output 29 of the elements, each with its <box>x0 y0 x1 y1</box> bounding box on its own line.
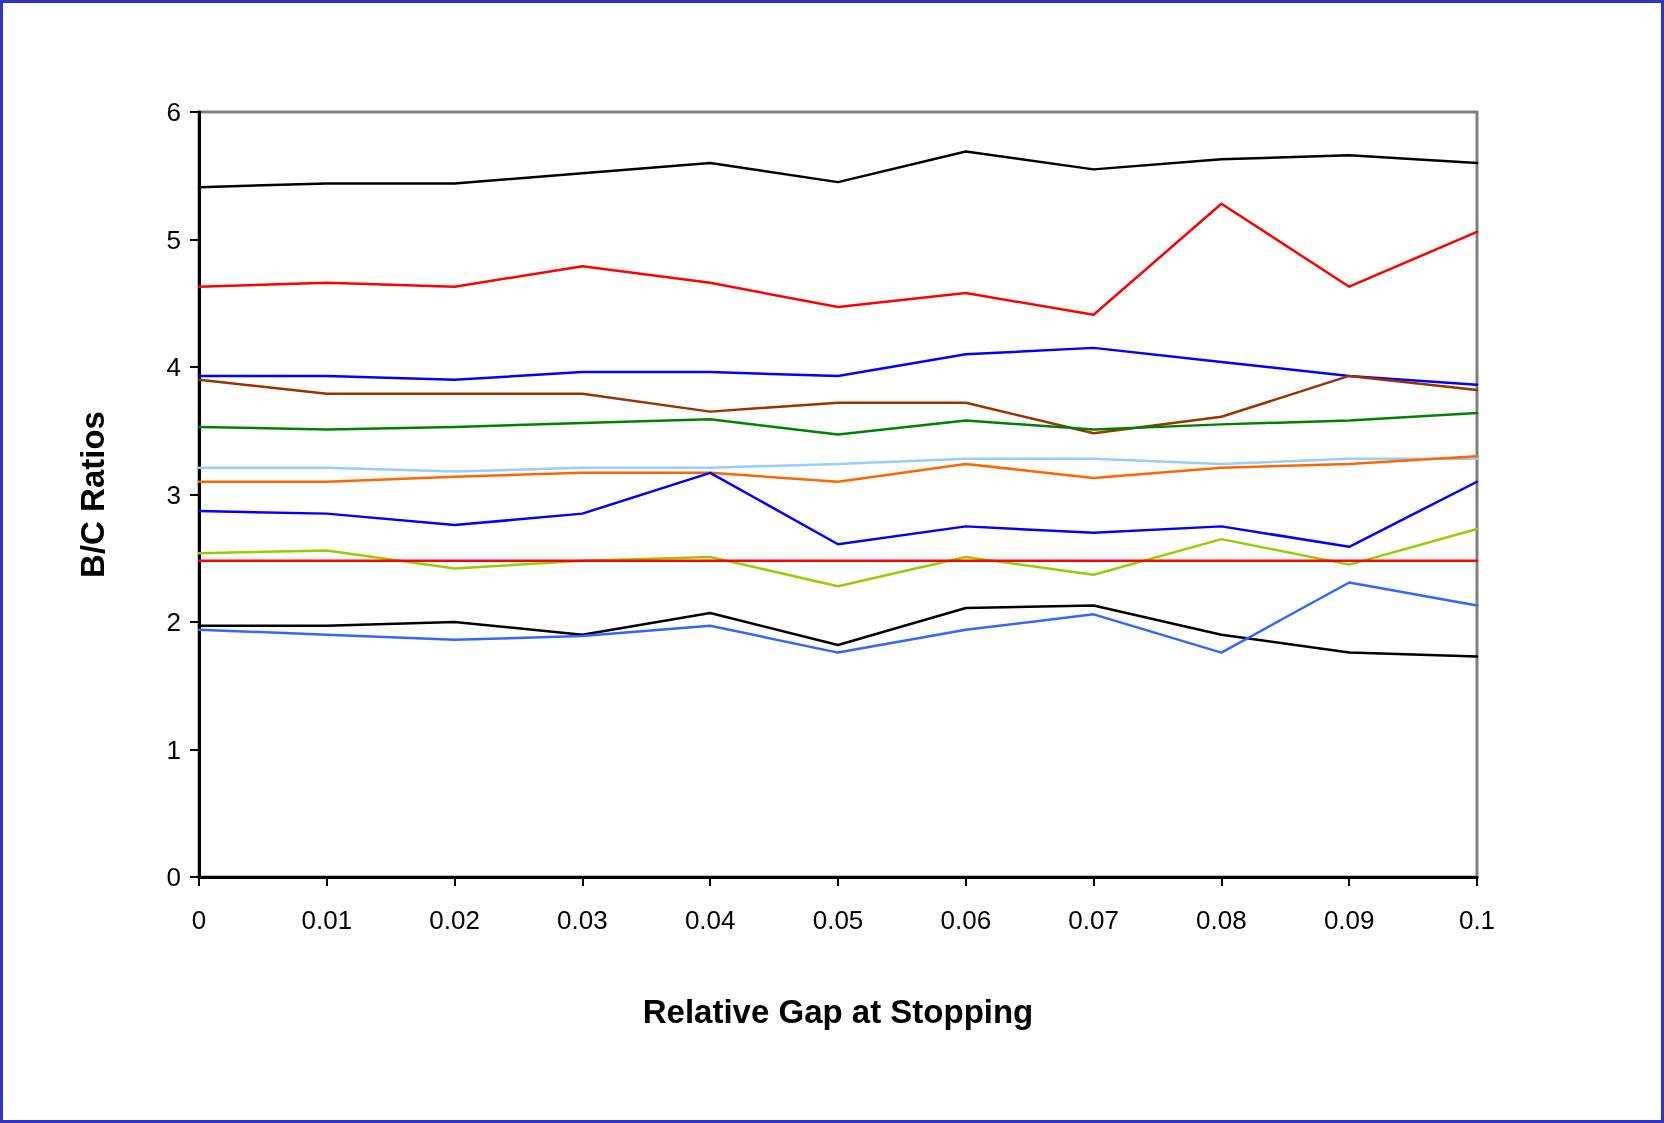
y-tick-label: 5 <box>166 224 181 255</box>
y-axis-title: B/C Ratios <box>74 411 111 578</box>
line-series <box>197 527 1479 588</box>
y-tick-label: 2 <box>166 607 181 637</box>
line-series <box>197 455 1479 483</box>
line-series <box>197 374 1479 435</box>
line-series <box>197 346 1479 387</box>
line-series <box>197 457 1479 473</box>
x-tick-label: 0.04 <box>684 905 736 935</box>
y-tick-label: 6 <box>166 97 181 127</box>
x-tick-label: 0.02 <box>429 905 480 935</box>
y-tick-label: 4 <box>166 352 181 382</box>
x-tick-label: 0.05 <box>812 905 864 935</box>
line-series <box>197 471 1479 549</box>
y-tick-label: 3 <box>166 479 181 510</box>
x-tick-label: 0.1 <box>1458 905 1496 935</box>
line-series <box>197 202 1479 316</box>
y-tick-label: 0 <box>166 862 181 892</box>
x-tick-label: 0.07 <box>1068 905 1119 935</box>
x-tick-label: 0.09 <box>1323 905 1375 935</box>
line-series <box>197 581 1479 654</box>
x-tick-label: 0.06 <box>940 905 992 935</box>
x-tick-label: 0 <box>191 905 207 935</box>
x-tick-label: 0.03 <box>557 905 608 935</box>
y-tick-label: 1 <box>166 734 181 765</box>
line-series <box>197 411 1479 436</box>
x-tick-label: 0.01 <box>301 905 353 935</box>
x-axis-title: Relative Gap at Stopping <box>642 993 1034 1030</box>
x-tick-label: 0.08 <box>1196 905 1247 935</box>
